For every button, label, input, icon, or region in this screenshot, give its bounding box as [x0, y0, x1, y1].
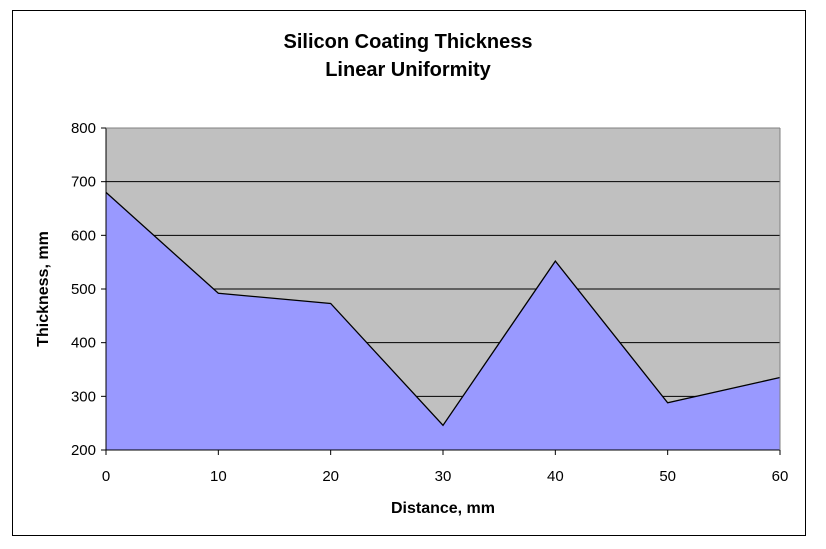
y-tick-label-600: 600	[71, 227, 96, 244]
x-tick-label-60: 60	[772, 468, 789, 485]
x-axis-title: Distance, mm	[391, 500, 495, 517]
thickness-line	[105, 191, 781, 427]
x-tick-label-20: 20	[322, 468, 339, 485]
y-tick-label-400: 400	[71, 335, 96, 352]
y-axis-title: Thickness, mm	[35, 231, 52, 347]
x-tick-label-10: 10	[210, 468, 227, 485]
y-tick-label-300: 300	[71, 388, 96, 405]
x-tick-label-30: 30	[435, 468, 452, 485]
y-tick-label-800: 800	[71, 120, 96, 137]
y-tick-labels: 800 700 600 500 400 300 200	[71, 120, 96, 459]
y-tick-label-200: 200	[71, 442, 96, 459]
chart-title-line-1: Silicon Coating Thickness	[284, 31, 533, 53]
y-tick-label-500: 500	[71, 281, 96, 298]
x-tick-label-50: 50	[659, 468, 676, 485]
y-tick-label-700: 700	[71, 174, 96, 191]
thickness-area	[106, 192, 780, 450]
axes	[101, 127, 781, 455]
chart-title-line-2: Linear Uniformity	[325, 59, 491, 81]
x-tick-label-40: 40	[547, 468, 564, 485]
x-tick-label-0: 0	[102, 468, 110, 485]
x-tick-labels: 0 10 20 30 40 50 60	[102, 468, 789, 485]
